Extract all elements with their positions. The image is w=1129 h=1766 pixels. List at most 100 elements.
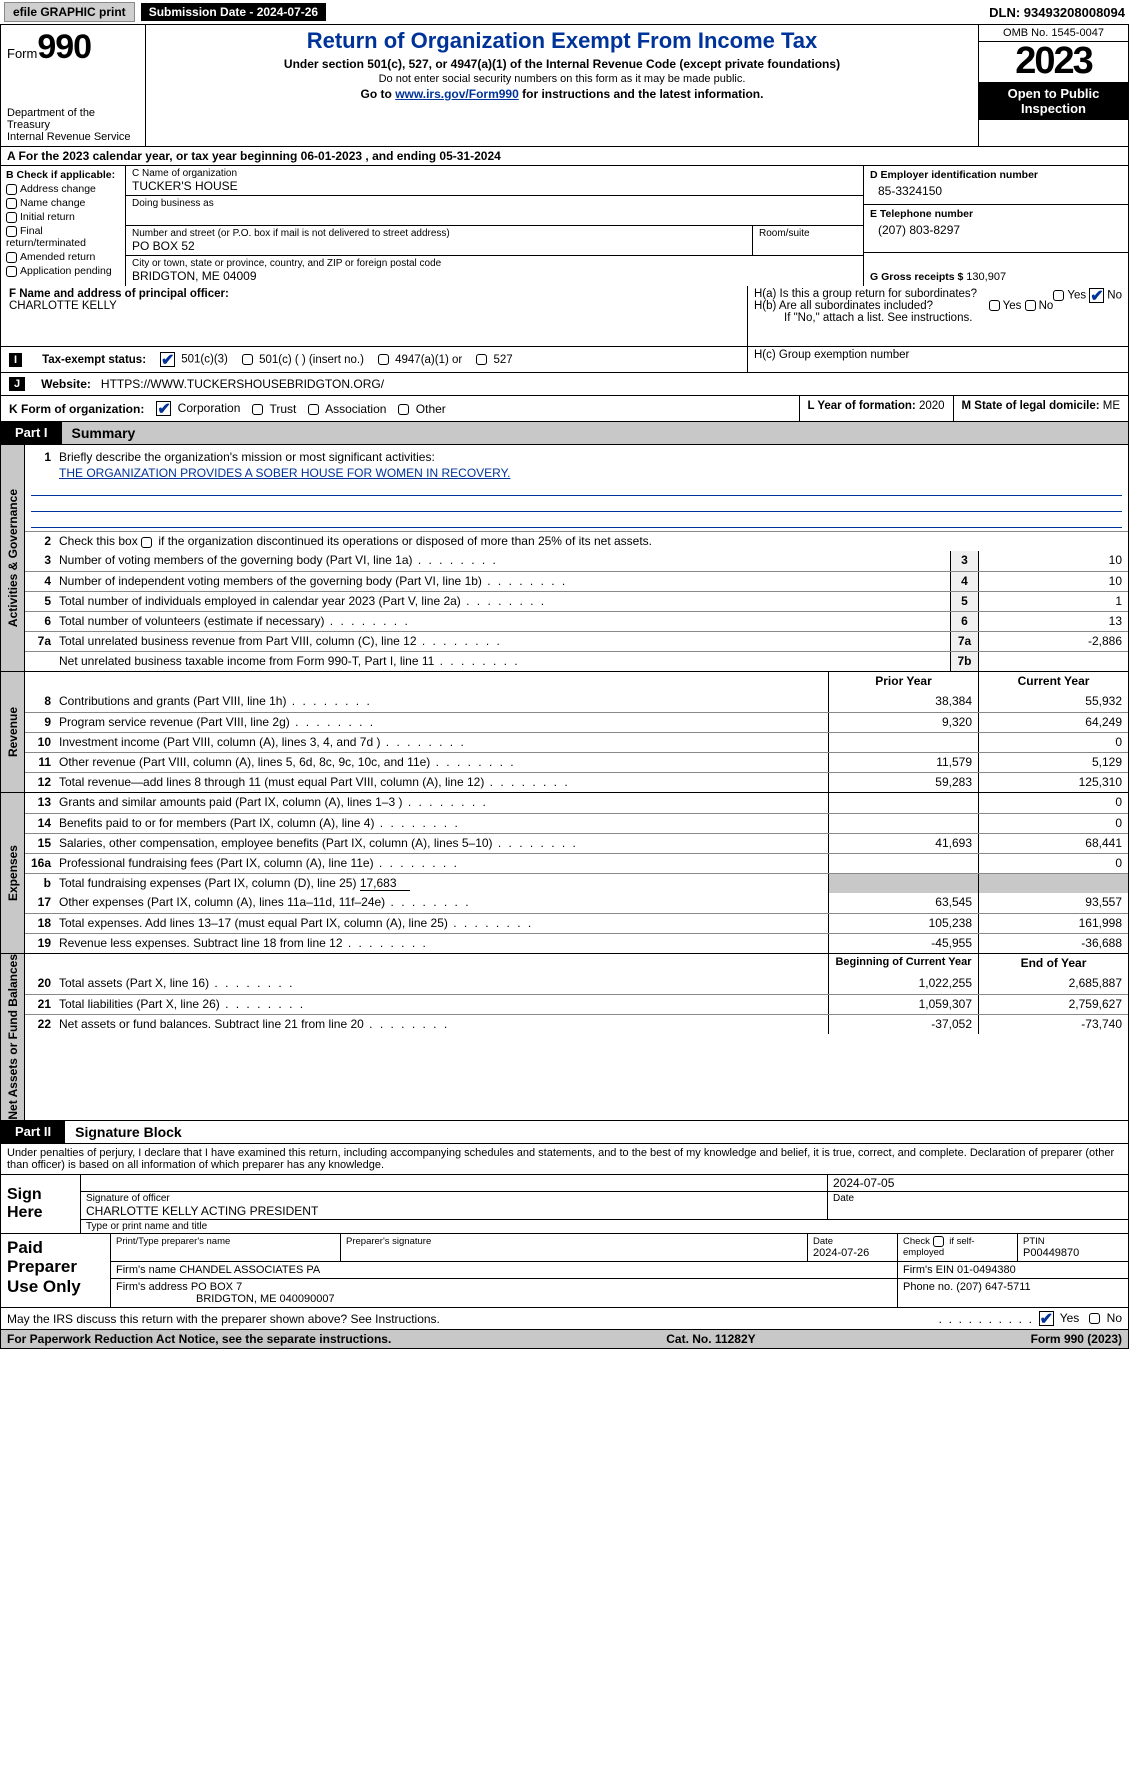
line-2-discontinued: 2 Check this box if the organization dis…	[25, 531, 1128, 551]
footer-row: For Paperwork Reduction Act Notice, see …	[0, 1330, 1129, 1349]
phone-label: E Telephone number	[870, 208, 1122, 220]
line-12: 12Total revenue—add lines 8 through 11 (…	[25, 772, 1128, 792]
line-13: 13Grants and similar amounts paid (Part …	[25, 793, 1128, 813]
chk-initial-return[interactable]: Initial return	[6, 211, 120, 223]
dln-label: DLN: 93493208008094	[989, 5, 1125, 20]
top-bar: efile GRAPHIC print Submission Date - 20…	[0, 0, 1129, 25]
chk-trust[interactable]: Trust	[252, 402, 296, 416]
mission-blank-1	[31, 480, 1122, 496]
l2-chk[interactable]	[141, 537, 152, 548]
discuss-question: May the IRS discuss this return with the…	[7, 1312, 939, 1326]
header-left: Form990 Department of the Treasury Inter…	[1, 25, 146, 146]
chk-final-return[interactable]: Final return/terminated	[6, 225, 120, 249]
ein-value: 85-3324150	[870, 181, 1122, 201]
mission-blank-3	[31, 512, 1122, 528]
current-year-hdr: Current Year	[978, 672, 1128, 692]
ha-yes-chk[interactable]	[1053, 290, 1064, 301]
form-number: Form990	[7, 28, 139, 67]
firm-name-label: Firm's name	[116, 1264, 179, 1276]
rev-header-row: b Prior Year Current Year	[25, 672, 1128, 692]
prep-sig-label: Preparer's signature	[346, 1236, 802, 1247]
sig-date-value: 2024-07-05	[833, 1176, 894, 1190]
row-j-website: J Website: HTTPS://WWW.TUCKERSHOUSEBRIDG…	[1, 372, 1128, 395]
side-j: J	[9, 377, 25, 391]
l16b-desc: Total fundraising expenses (Part IX, col…	[55, 874, 828, 893]
chk-self-employed[interactable]	[933, 1236, 944, 1247]
topbar-left: efile GRAPHIC print Submission Date - 20…	[4, 2, 326, 22]
i-label: Tax-exempt status:	[42, 354, 146, 366]
sig-officer-label: Signature of officer	[86, 1193, 822, 1204]
part2-title: Signature Block	[65, 1121, 1128, 1143]
vtab-revenue: Revenue	[1, 672, 25, 792]
sig-date-row: 2024-07-05	[81, 1175, 1128, 1192]
box-city: City or town, state or province, country…	[126, 256, 863, 285]
city-value: BRIDGTON, ME 04009	[132, 269, 857, 283]
org-name-label: C Name of organization	[132, 168, 857, 179]
submission-date-badge: Submission Date - 2024-07-26	[141, 3, 326, 21]
part2-header: Part II Signature Block	[0, 1121, 1129, 1144]
sign-right: 2024-07-05 Signature of officer CHARLOTT…	[81, 1175, 1128, 1233]
j-label: Website:	[41, 377, 91, 391]
box-street-row: Number and street (or P.O. box if mail i…	[126, 226, 863, 256]
discuss-row: May the IRS discuss this return with the…	[0, 1308, 1129, 1330]
ptin-value: P00449870	[1023, 1247, 1123, 1259]
ha-row: H(a) Is this a group return for subordin…	[754, 288, 1122, 300]
subtitle-1: Under section 501(c), 527, or 4947(a)(1)…	[152, 57, 972, 71]
part2-label: Part II	[1, 1121, 65, 1143]
section-net-assets: Net Assets or Fund Balances Beginning of…	[0, 954, 1129, 1121]
efile-print-button[interactable]: efile GRAPHIC print	[4, 2, 135, 22]
chk-address-change[interactable]: Address change	[6, 183, 120, 195]
na-header-row: Beginning of Current Year End of Year	[25, 954, 1128, 974]
hb-label: H(b) Are all subordinates included?	[754, 300, 933, 312]
box-room: Room/suite	[753, 226, 863, 256]
eoy-hdr: End of Year	[978, 954, 1128, 974]
box-h: H(a) Is this a group return for subordin…	[748, 286, 1128, 346]
firm-phone-label: Phone no.	[903, 1281, 956, 1293]
part1-label: Part I	[1, 422, 62, 444]
expenses-body: 13Grants and similar amounts paid (Part …	[25, 793, 1128, 953]
discuss-no-chk[interactable]	[1089, 1313, 1100, 1324]
box-org-name: C Name of organization TUCKER'S HOUSE	[126, 166, 863, 196]
line-19: 19Revenue less expenses. Subtract line 1…	[25, 933, 1128, 953]
org-name-value: TUCKER'S HOUSE	[132, 179, 857, 193]
street-value: PO BOX 52	[132, 239, 746, 253]
chk-501c[interactable]: 501(c) ( ) (insert no.)	[242, 354, 364, 366]
chk-assoc[interactable]: Association	[308, 402, 386, 416]
hc-row: H(c) Group exemption number	[748, 347, 1128, 372]
ha-no-chk[interactable]	[1089, 288, 1104, 303]
chk-name-change[interactable]: Name change	[6, 197, 120, 209]
line-18: 18Total expenses. Add lines 13–17 (must …	[25, 913, 1128, 933]
l16b-cy-shade	[978, 874, 1128, 893]
lm-right: L Year of formation: 2020 M State of leg…	[799, 396, 1128, 421]
footer-right: Form 990 (2023)	[1031, 1332, 1122, 1346]
hb-yes-chk[interactable]	[989, 300, 1000, 311]
header-mid: Return of Organization Exempt From Incom…	[146, 25, 978, 146]
chk-other[interactable]: Other	[398, 402, 445, 416]
firm-phone-value: (207) 647-5711	[956, 1281, 1030, 1293]
col-d-ein-phone: D Employer identification number 85-3324…	[863, 166, 1128, 286]
sig-officer-name: CHARLOTTE KELLY ACTING PRESIDENT	[86, 1204, 822, 1218]
l1-value: THE ORGANIZATION PROVIDES A SOBER HOUSE …	[25, 466, 1128, 480]
l1-label: Briefly describe the organization's miss…	[55, 448, 1128, 466]
chk-amended-return[interactable]: Amended return	[6, 251, 120, 263]
chk-501c3[interactable]: 501(c)(3)	[160, 352, 228, 367]
discuss-yes-chk[interactable]	[1039, 1311, 1054, 1326]
line-20: 20Total assets (Part X, line 16)1,022,25…	[25, 974, 1128, 994]
room-label: Room/suite	[759, 228, 857, 239]
hb-no-chk[interactable]	[1025, 300, 1036, 311]
row-klm: K Form of organization: Corporation Trus…	[1, 395, 1128, 421]
f-label: F Name and address of principal officer:	[9, 288, 229, 300]
net-assets-body: Beginning of Current Year End of Year 20…	[25, 954, 1128, 1120]
governance-body: 1 Briefly describe the organization's mi…	[25, 445, 1128, 671]
chk-application-pending[interactable]: Application pending	[6, 265, 120, 277]
chk-corp[interactable]: Corporation	[156, 401, 240, 416]
rowA-mid: , and ending	[362, 149, 439, 163]
chk-527[interactable]: 527	[476, 354, 512, 366]
firm-addr-label: Firm's address	[116, 1281, 191, 1293]
line-11: 11Other revenue (Part VIII, column (A), …	[25, 752, 1128, 772]
side-i: I	[9, 353, 22, 367]
form990-link[interactable]: www.irs.gov/Form990	[395, 87, 519, 101]
box-f-officer: F Name and address of principal officer:…	[1, 286, 748, 346]
chk-4947[interactable]: 4947(a)(1) or	[378, 354, 462, 366]
footer-left: For Paperwork Reduction Act Notice, see …	[7, 1332, 391, 1346]
